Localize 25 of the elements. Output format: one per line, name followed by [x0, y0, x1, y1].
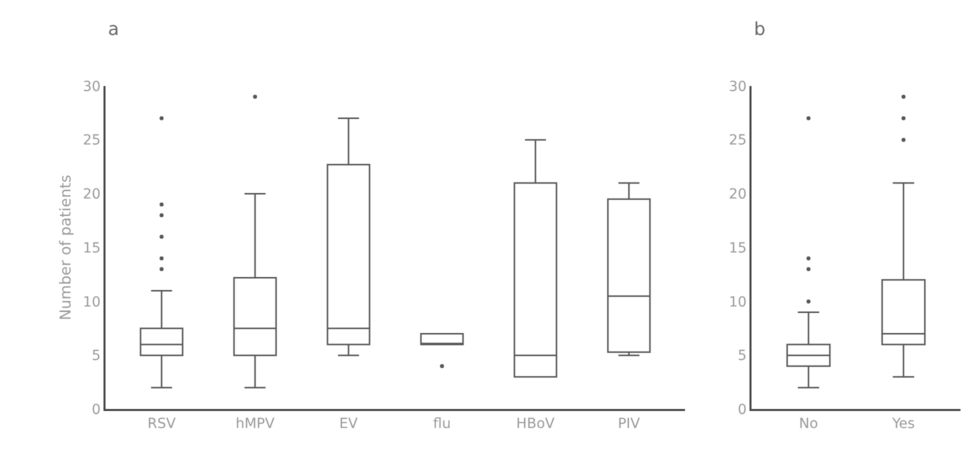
y-axis-title: Number of patients — [56, 174, 75, 320]
y-tick-label: 25 — [728, 132, 747, 149]
x-tick-label: HBoV — [516, 416, 556, 432]
y-tick-label: 15 — [82, 240, 101, 256]
chart-title: b — [754, 19, 766, 40]
y-tick-label: 15 — [728, 240, 747, 256]
y-tick-label: 25 — [82, 132, 101, 149]
chart-title: a — [108, 19, 120, 40]
y-tick-label: 5 — [92, 348, 101, 364]
y-tick-label: 5 — [738, 348, 747, 364]
x-tick-label: RSV — [147, 416, 176, 432]
y-tick-label: 30 — [82, 78, 101, 95]
x-tick-label: flu — [433, 416, 451, 432]
x-tick-label: EV — [339, 416, 358, 432]
x-tick-label: PIV — [618, 416, 640, 432]
y-tick-label: 20 — [82, 186, 101, 203]
x-tick-label: hMPV — [236, 416, 275, 432]
x-tick-label: Yes — [891, 416, 915, 432]
y-tick-label: 30 — [728, 78, 747, 95]
x-tick-label: No — [798, 416, 818, 432]
y-tick-label: 10 — [82, 294, 101, 310]
y-tick-label: 0 — [738, 402, 747, 418]
y-tick-label: 0 — [92, 402, 101, 418]
y-tick-label: 10 — [728, 294, 747, 310]
y-tick-label: 20 — [728, 186, 747, 203]
